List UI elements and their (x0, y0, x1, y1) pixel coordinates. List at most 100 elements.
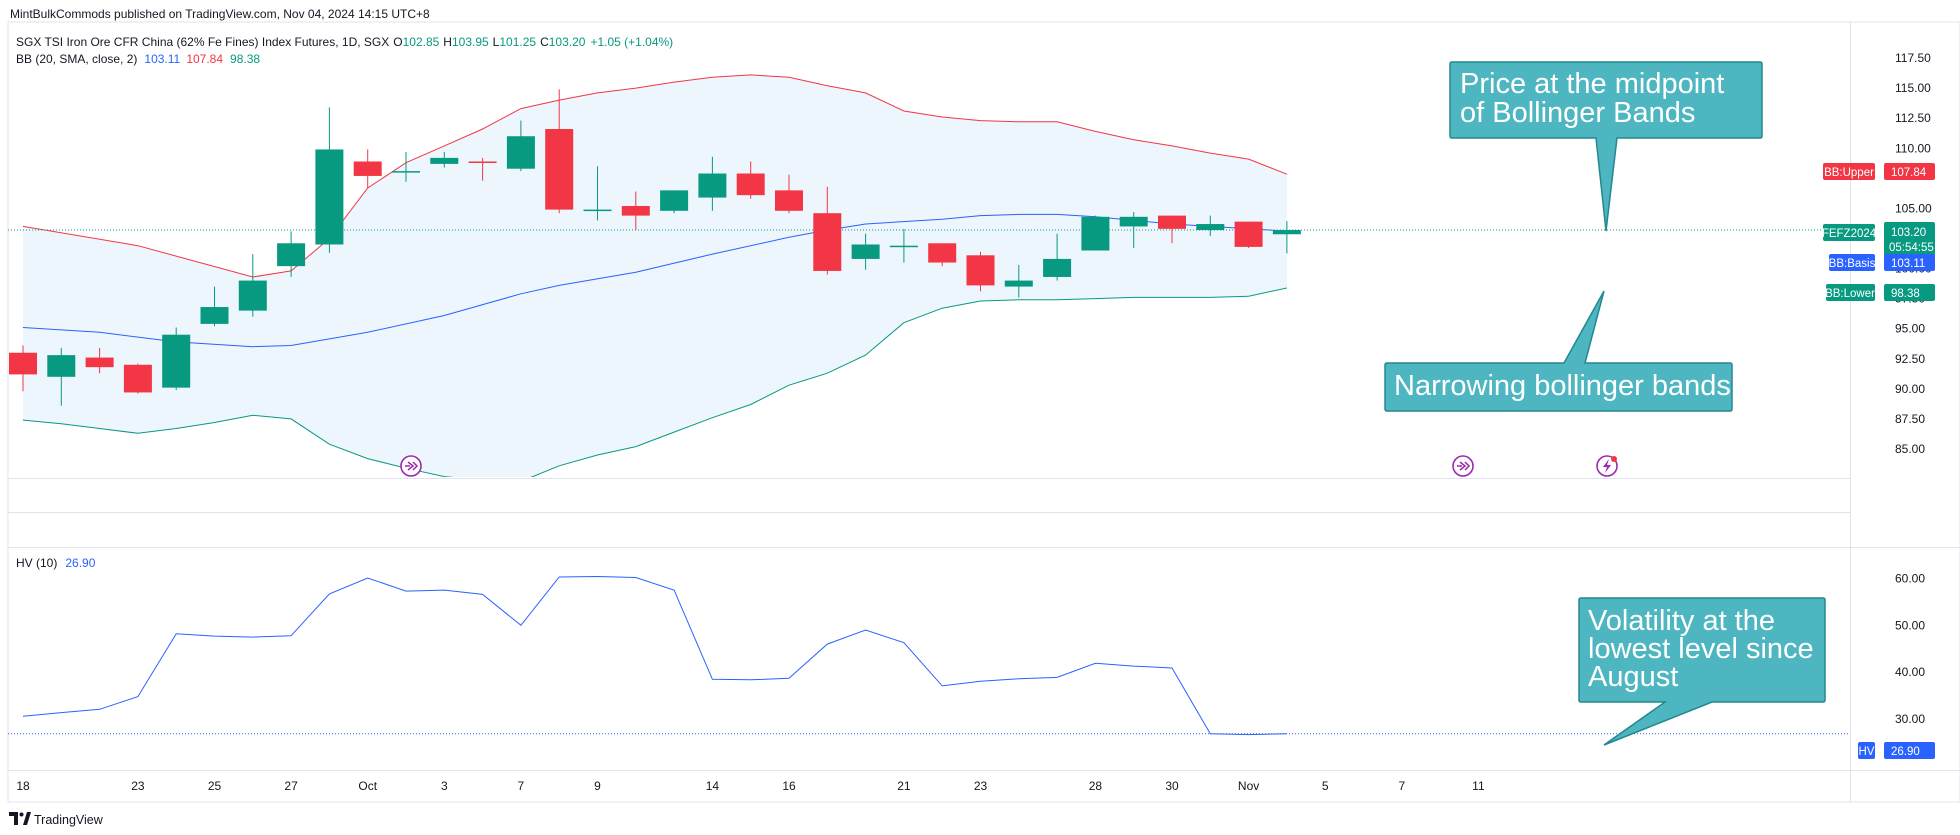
legend-hv-title: HV (10) (16, 556, 57, 570)
candle (621, 191, 650, 231)
price-tick-label: 112.50 (1895, 111, 1931, 125)
candle (392, 151, 420, 182)
event-marker-1[interactable] (400, 455, 422, 477)
legend-bb-basis: 103.11 (144, 52, 180, 66)
svg-text:107.84: 107.84 (1891, 167, 1927, 179)
time-tick-label: 11 (1472, 779, 1485, 793)
badge-bb-lower: BB:Lower 98.38 (1825, 284, 1935, 301)
candle-body (1272, 230, 1301, 235)
price-tick-label: 95.00 (1895, 322, 1925, 336)
hv-line (22, 575, 1287, 736)
svg-text:103.11: 103.11 (1891, 258, 1925, 270)
candle (200, 286, 229, 327)
price-pane (8, 74, 1850, 477)
time-tick-label: Oct (358, 779, 377, 793)
legend-bb-lower: 98.38 (230, 52, 260, 66)
hv-tick-label: 60.00 (1895, 571, 1925, 585)
candle (9, 345, 37, 392)
candle (1004, 264, 1033, 298)
svg-text:BB:Upper: BB:Upper (1824, 167, 1874, 179)
time-tick-label: 14 (706, 779, 720, 793)
time-tick-label: 18 (16, 779, 30, 793)
svg-text:98.38: 98.38 (1891, 288, 1920, 300)
candle (851, 233, 880, 270)
legend-c-label: C (540, 35, 549, 49)
time-tick-label: 25 (208, 779, 222, 793)
callout-price-midpoint-line-2: of Bollinger Bands (1460, 97, 1695, 129)
candle (736, 161, 765, 199)
candle-body (775, 190, 803, 211)
candle-body (966, 255, 995, 286)
event-marker-2[interactable] (1452, 455, 1474, 477)
candle-body (123, 364, 152, 393)
candle (813, 186, 842, 275)
hv-tick-label: 50.00 (1895, 618, 1925, 632)
time-axis: 18 23 25 27 Oct 3 7 9 14 16 21 23 28 30 Nov 5 7 11 (16, 779, 1485, 793)
candle-body (430, 157, 459, 164)
candle (660, 190, 689, 214)
candle-body (1043, 258, 1072, 277)
callout-volatility-line-1: Volatility at the (1588, 605, 1775, 637)
candle-body (162, 334, 191, 388)
svg-text:26.90: 26.90 (1891, 746, 1920, 758)
candle (889, 228, 918, 263)
candle (162, 327, 191, 391)
earnings-lightning-icon[interactable] (1596, 455, 1618, 477)
candle-body (1081, 216, 1110, 251)
callout-volatility: Volatility at the lowest level since Aug… (1578, 597, 1826, 746)
candle-body (468, 161, 497, 163)
candle (775, 174, 803, 214)
candle-body (392, 171, 420, 173)
badge-last-price: FEFZ2024 103.20 05:54:55 (1822, 222, 1935, 256)
callout-volatility-line-2: lowest level since (1588, 633, 1814, 665)
time-tick-label: 23 (131, 779, 145, 793)
candle-body (200, 307, 229, 324)
candle (1119, 212, 1148, 249)
candle (468, 157, 497, 181)
tradingview-logo[interactable]: TradingView (9, 812, 104, 827)
candle-body (277, 243, 306, 267)
candle-body (736, 173, 765, 196)
candle (353, 149, 382, 188)
legend-bb: BB (20, SMA, close, 2) 103.11 107.84 98.38 (16, 52, 260, 66)
time-tick-label: 21 (897, 779, 911, 793)
candle-body (238, 280, 267, 311)
legend-symbol: SGX TSI Iron Ore CFR China (62% Fe Fines… (16, 35, 389, 49)
legend-l-label: L (493, 35, 500, 49)
candle-body (583, 209, 612, 212)
legend-bb-upper: 107.84 (186, 52, 223, 66)
price-tick-label: 105.00 (1895, 201, 1932, 215)
candle (1234, 221, 1263, 249)
candle (1158, 215, 1186, 244)
price-tick-label: 85.00 (1895, 442, 1925, 456)
hv-tick-label: 30.00 (1895, 712, 1925, 726)
time-tick-label: 7 (518, 779, 525, 793)
candle (1081, 215, 1110, 251)
candle (315, 107, 344, 253)
callout-price-midpoint: Price at the midpoint of Bollinger Bands (1449, 61, 1763, 232)
candle-body (9, 352, 37, 375)
svg-text:HV: HV (1859, 746, 1875, 758)
time-tick-label: 9 (594, 779, 601, 793)
candle-body (353, 161, 382, 176)
hv-axis: 30.00 40.00 50.00 60.00 (1895, 571, 1925, 726)
candles (9, 89, 1301, 406)
price-tick-label: 115.00 (1895, 81, 1931, 95)
bb-lower-line (22, 287, 1288, 477)
svg-text:BB:Lower: BB:Lower (1825, 288, 1875, 300)
candle (698, 156, 727, 211)
hv-tick-label: 40.00 (1895, 665, 1925, 679)
tradingview-brand: TradingView (34, 813, 104, 827)
price-tick-label: 92.50 (1895, 352, 1925, 366)
bb-upper-line (22, 74, 1288, 278)
price-tick-label: 87.50 (1895, 412, 1925, 426)
legend-hv-value: 26.90 (65, 556, 95, 570)
legend-h-value: 103.95 (452, 35, 489, 49)
callout-narrowing-line-1: Narrowing bollinger bands (1394, 370, 1731, 402)
candle (430, 151, 459, 168)
band-fill (23, 74, 1287, 477)
candle-body (928, 243, 957, 263)
candle (277, 231, 306, 277)
legend-change: +1.05 (+1.04%) (590, 35, 673, 49)
